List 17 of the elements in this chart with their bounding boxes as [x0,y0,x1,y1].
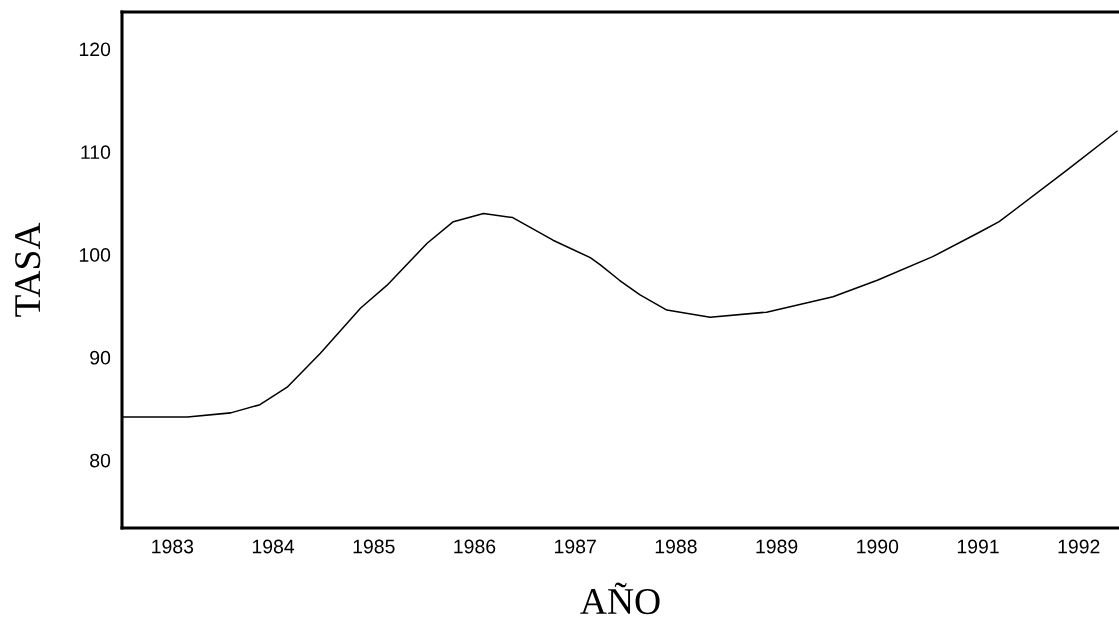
y-axis-title: TASA [15,222,41,317]
x-tick-label: 1992 [1058,539,1100,554]
y-tick-label: 80 [90,453,111,468]
y-tick-label: 110 [81,145,111,160]
x-tick-label: 1988 [655,539,697,554]
y-tick-label: 90 [90,350,111,365]
x-tick-label: 1987 [555,539,596,554]
x-axis-title: AÑO [580,582,660,615]
y-tick-label: 100 [79,248,111,262]
x-tick-label: 1990 [857,539,899,554]
x-tick-label: 1984 [252,539,295,554]
x-tick-label: 1983 [152,539,194,554]
x-tick-label: 1985 [353,539,395,554]
x-tick-label: 1989 [756,539,798,554]
x-tick-label: 1986 [454,539,496,554]
y-tick-label: 120 [79,42,111,57]
x-tick-label: 1991 [957,539,999,554]
